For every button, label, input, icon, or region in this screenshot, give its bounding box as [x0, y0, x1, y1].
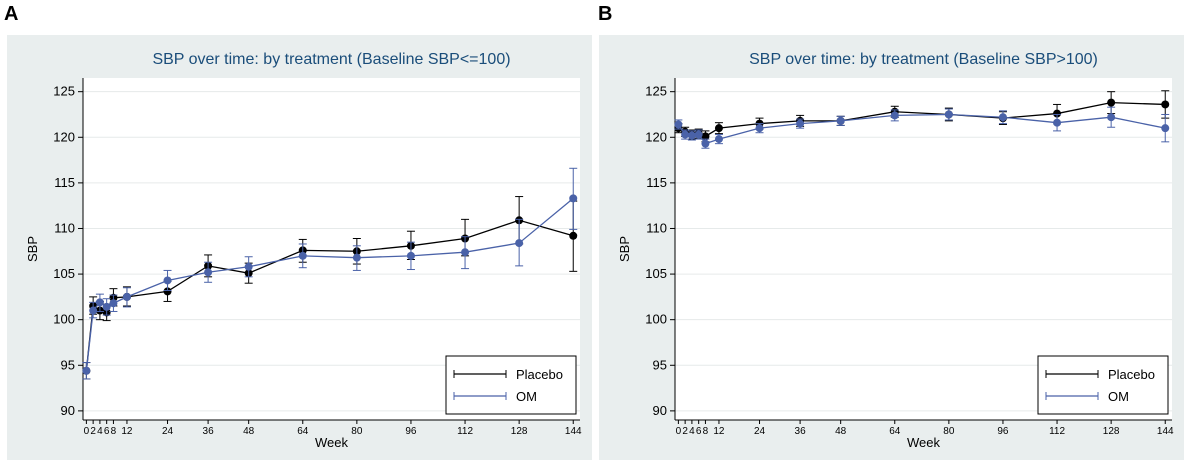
chart-a-y-tick-label-125: 125: [53, 84, 75, 99]
chart-b-series-om-point-96: [998, 113, 1007, 122]
chart-a-series-om-point-128: [515, 239, 524, 248]
chart-a-series-om-point-64: [298, 251, 307, 260]
chart-b-y-tick-label-105: 105: [645, 266, 667, 281]
chart-a-x-tick-label-0: 0: [84, 426, 90, 437]
chart-a-series-om-point-2: [89, 306, 98, 315]
chart-a-x-tick-label-48: 48: [243, 426, 255, 437]
chart-a-series-om-point-8: [109, 299, 118, 308]
chart-a-x-tick-label-128: 128: [511, 426, 528, 437]
chart-b-y-tick-label-95: 95: [653, 357, 667, 372]
chart-a-series-om-point-144: [569, 194, 578, 203]
chart-a-series-om-point-4: [95, 298, 104, 307]
chart-a-y-axis-label: SBP: [25, 236, 40, 262]
chart-b-title: SBP over time: by treatment (Baseline SB…: [749, 51, 1098, 68]
chart-a-y-tick-label-105: 105: [53, 266, 75, 281]
chart-b-x-tick-label-12: 12: [713, 426, 725, 437]
chart-b-series-om-point-48: [836, 116, 845, 125]
chart-b-x-tick-label-0: 0: [676, 426, 682, 437]
chart-b-x-tick-label-112: 112: [1049, 426, 1065, 437]
chart-b-x-tick-label-128: 128: [1103, 426, 1120, 437]
chart-a-x-tick-label-80: 80: [351, 426, 363, 437]
chart-b-series-placebo-point-8: [701, 132, 710, 141]
chart-b-x-tick-label-36: 36: [795, 426, 807, 437]
chart-b-y-tick-label-120: 120: [645, 129, 667, 144]
chart-a-series-placebo-point-144: [569, 231, 578, 240]
chart-a-y-tick-label-110: 110: [54, 220, 75, 235]
chart-a-legend-placebo-label: Placebo: [516, 367, 563, 382]
chart-a-x-tick-label-2: 2: [90, 426, 96, 437]
chart-b-series-placebo-point-112: [1053, 109, 1062, 118]
chart-a-y-tick-label-95: 95: [61, 357, 75, 372]
chart-a-series-om-point-12: [122, 292, 131, 301]
chart-a-series-om-point-24: [163, 276, 172, 285]
chart-b-series-om-point-12: [714, 135, 723, 144]
chart-b-x-tick-label-2: 2: [682, 426, 688, 437]
chart-b-x-tick-label-24: 24: [754, 426, 766, 437]
chart-b-series-om-point-0: [674, 120, 683, 129]
chart-a-x-tick-label-112: 112: [457, 426, 473, 437]
chart-b-series-placebo-point-144: [1161, 100, 1170, 109]
chart-b-x-tick-label-4: 4: [689, 426, 695, 437]
chart-b-legend-placebo-label: Placebo: [1108, 367, 1155, 382]
chart-a-series-om-point-0: [82, 366, 91, 375]
chart-a-series-om-point-112: [461, 248, 470, 257]
chart-b-y-tick-label-90: 90: [653, 403, 667, 418]
chart-a-x-tick-label-6: 6: [104, 426, 110, 437]
chart-a-series-om-point-48: [244, 262, 253, 271]
chart-b-y-tick-label-100: 100: [645, 312, 667, 327]
chart-b-series-placebo-point-12: [714, 124, 723, 133]
chart-b-y-axis-label: SBP: [617, 236, 632, 262]
chart-a-y-tick-label-115: 115: [54, 175, 75, 190]
chart-b-series-om-point-80: [944, 110, 953, 119]
chart-a-y-tick-label-100: 100: [53, 312, 75, 327]
chart-a-title: SBP over time: by treatment (Baseline SB…: [152, 51, 510, 68]
chart-b-series-om-point-8: [701, 139, 710, 148]
chart-b-y-tick-label-115: 115: [646, 175, 667, 190]
chart-b-y-tick-label-125: 125: [645, 84, 667, 99]
chart-a-y-tick-label-90: 90: [61, 403, 75, 418]
chart-a-x-tick-label-144: 144: [565, 426, 582, 437]
chart-b-series-om-point-2: [681, 130, 690, 139]
chart-a-legend-om-label: OM: [516, 389, 537, 404]
chart-b-legend-box: [1037, 355, 1169, 415]
chart-b-y-tick-label-110: 110: [646, 220, 667, 235]
chart-a-x-tick-label-96: 96: [405, 426, 417, 437]
chart-b-series-om-point-24: [755, 124, 764, 133]
chart-a-y-tick-label-120: 120: [53, 129, 75, 144]
chart-b-x-tick-label-8: 8: [703, 426, 709, 437]
chart-b-series-om-point-128: [1107, 113, 1116, 122]
chart-b-x-tick-label-6: 6: [696, 426, 702, 437]
chart-b-series-om-point-64: [890, 111, 899, 120]
chart-b-series-om-point-112: [1053, 118, 1062, 127]
chart-a-series-om-point-96: [406, 251, 415, 260]
chart-a-x-tick-label-4: 4: [97, 426, 103, 437]
chart-b-x-tick-label-96: 96: [997, 426, 1009, 437]
chart-b-x-tick-label-80: 80: [943, 426, 955, 437]
chart-a-x-tick-label-12: 12: [121, 426, 133, 437]
chart-b-series-om-point-144: [1161, 124, 1170, 133]
chart-a-x-tick-label-24: 24: [162, 426, 174, 437]
chart-a-x-axis-label: Week: [315, 435, 348, 450]
chart-a-series-om-point-80: [352, 253, 361, 262]
chart-b-series-om-point-6: [694, 130, 703, 139]
chart-a-x-tick-label-64: 64: [297, 426, 309, 437]
chart-b-x-tick-label-64: 64: [889, 426, 901, 437]
chart-a-series-om-point-6: [102, 302, 111, 311]
chart-a-x-tick-label-8: 8: [111, 426, 117, 437]
chart-b-x-tick-label-144: 144: [1157, 426, 1174, 437]
chart-b-x-tick-label-48: 48: [835, 426, 847, 437]
chart-a-x-tick-label-36: 36: [203, 426, 215, 437]
panel-letter-b: B: [598, 3, 613, 25]
chart-b-legend-om-label: OM: [1108, 389, 1129, 404]
chart-a-series-om-point-36: [204, 268, 213, 277]
chart-a-legend-box: [445, 355, 577, 415]
chart-b-series-om-point-36: [796, 119, 805, 128]
chart-b-series-placebo-point-128: [1107, 98, 1116, 107]
panel-letter-a: A: [4, 3, 19, 25]
chart-a-series-placebo-point-24: [163, 287, 172, 296]
chart-b-series-om-point-4: [687, 131, 696, 140]
chart-b-x-axis-label: Week: [907, 435, 940, 450]
